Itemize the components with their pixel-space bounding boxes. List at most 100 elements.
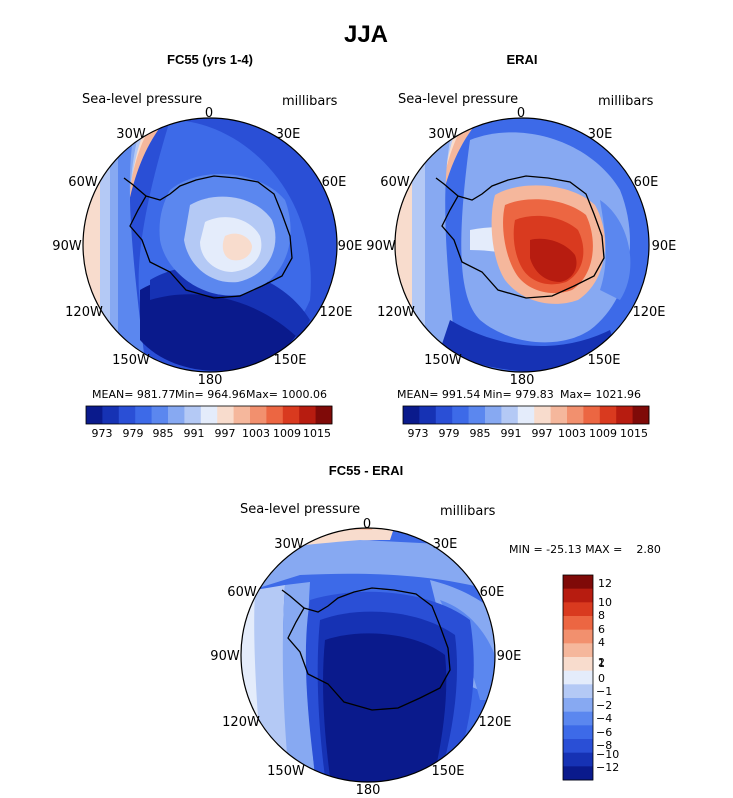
colorbar-tick: 991 [501,427,522,440]
lon-label: 150W [424,353,462,368]
lon-label: 60W [227,585,257,600]
colorbar-frame [85,405,333,425]
lon-label: 60E [480,585,505,600]
colorbar-tick: 1015 [620,427,648,440]
lon-label: 90W [366,239,396,254]
colorbar-swatch [315,406,333,424]
panel-difference: FC55 - ERAI Sea-level pressure millibars… [210,463,661,798]
stats-min: Min= 979.83 [483,388,554,401]
colorbar-swatch [168,406,185,424]
colorbar-tick: 985 [470,427,491,440]
colorbar-swatch [563,739,593,754]
colorbar-swatch [567,406,584,424]
lon-label: 90W [52,239,82,254]
colorbar-swatch [403,406,420,424]
colorbar-tick: −12 [596,761,619,774]
figure-title: JJA [344,21,388,48]
colorbar-swatch [563,657,593,672]
lon-label: 150E [587,353,620,368]
lon-label: 120W [222,715,260,730]
colorbar-swatch [616,406,633,424]
lon-label: 90E [652,239,677,254]
colorbar-swatch [118,406,136,424]
lon-label: 90E [338,239,363,254]
lon-labels: 0 30E 60E 90E 120E 150E 180 150W 120W 90… [366,106,676,388]
lon-label: 180 [510,373,535,388]
colorbar-tick: 991 [184,427,205,440]
colorbar-tick: 10 [598,596,612,609]
colorbar-tick: −8 [596,739,612,752]
colorbar-swatch [435,406,453,424]
lon-label: 150E [431,764,464,779]
stats-min-max: MIN = -25.13 MAX = 2.80 [509,543,661,556]
stats-max: Max= 1000.06 [246,388,327,401]
colorbar-ticks: 973 979 985 991 997 1003 1009 1015 [92,427,332,440]
colorbar-swatch [563,766,593,781]
field-label: Sea-level pressure [398,92,518,107]
colorbar-tick: 0 [598,672,605,685]
lon-label: 0 [205,106,213,121]
colorbar-tick: −4 [596,712,612,725]
colorbar-swatch [468,406,486,424]
stats-max: Max= 1021.96 [560,388,641,401]
panel-title: ERAI [506,52,537,67]
colorbar-tick: 997 [215,427,236,440]
panel-erai: ERAI Sea-level pressure millibars 0 30E … [366,52,676,440]
map-field [241,528,495,782]
lon-label: 90E [497,649,522,664]
colorbar-tick: 1009 [273,427,301,440]
field-label: Sea-level pressure [240,502,360,517]
colorbar-swatch [233,406,251,424]
colorbar-swatch [550,406,568,424]
lon-label: 30E [588,127,613,142]
panel-title: FC55 (yrs 1-4) [167,52,253,67]
colorbar-swatch [517,406,535,424]
stats-mean: MEAN= 991.54 [397,388,480,401]
lon-label: 30W [274,537,304,552]
colorbar-tick: 1015 [303,427,331,440]
colorbar-swatch [534,406,551,424]
colorbar-swatch [563,588,593,603]
lon-labels: 0 30E 60E 90E 120E 150E 180 150W 120W 90… [52,106,362,388]
colorbar-swatch [299,406,316,424]
colorbar-swatch [452,406,469,424]
colorbar-tick: 4 [598,636,605,649]
lon-label: 30W [116,127,146,142]
colorbar-swatch [599,406,617,424]
colorbar-tick: −10 [596,748,619,761]
colorbar-tick: 979 [123,427,144,440]
colorbar [562,574,594,781]
colorbar-tick: 985 [153,427,174,440]
colorbar-tick: 2 [598,656,605,669]
lon-label: 0 [363,517,371,532]
lon-label: 60W [380,175,410,190]
panel-fc55: FC55 (yrs 1-4) Sea-level pressure millib… [52,52,362,440]
units-label: millibars [440,504,496,519]
units-label: millibars [598,94,654,109]
lon-label: 90W [210,649,240,664]
colorbar-swatch [563,684,593,699]
colorbar-swatch [102,406,120,424]
lon-label: 120E [632,305,665,320]
lon-label: 180 [356,783,381,798]
colorbar-swatch [282,406,300,424]
colorbar-tick: 1003 [242,427,270,440]
colorbar-swatch [563,575,593,590]
colorbar-frame [562,574,594,781]
colorbar-swatch [250,406,267,424]
colorbar-tick: −2 [596,699,612,712]
colorbar-swatch [563,711,593,726]
lon-label: 120W [65,305,103,320]
colorbar-swatch [632,406,650,424]
colorbar-swatch [563,670,593,685]
lon-label: 120E [478,715,511,730]
colorbar-swatch [563,752,593,767]
lon-label: 60E [634,175,659,190]
lon-label: 180 [198,373,223,388]
colorbar-swatch [563,643,593,658]
colorbar-tick: 997 [532,427,553,440]
lon-label: 120E [319,305,352,320]
colorbar-swatch [501,406,519,424]
colorbar-tick: −1 [596,685,612,698]
